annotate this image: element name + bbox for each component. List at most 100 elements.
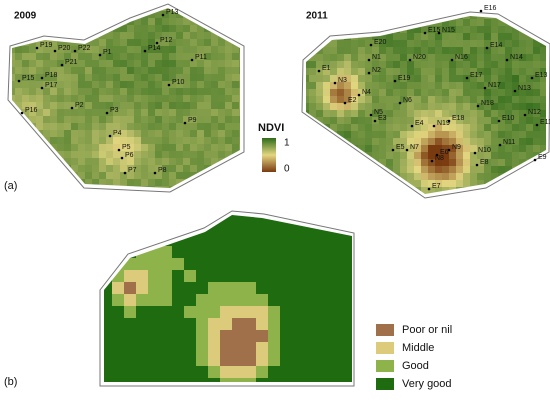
pixel (176, 25, 183, 32)
pixel (22, 81, 29, 88)
pixel (64, 11, 71, 18)
pixel (470, 68, 477, 75)
pixel (491, 187, 498, 194)
legend-ramp (262, 138, 276, 172)
point-label: N17 (488, 82, 501, 89)
pixel (120, 67, 127, 74)
pixel (99, 46, 106, 53)
pixel (512, 47, 519, 54)
pixel (15, 102, 22, 109)
pixel (15, 158, 22, 165)
pixel (393, 124, 400, 131)
pixel (155, 109, 162, 116)
pixel (421, 68, 428, 75)
pixel (428, 26, 435, 33)
pixel (78, 32, 85, 39)
pixel (337, 19, 344, 26)
pixel (43, 46, 50, 53)
pixel (225, 151, 232, 158)
pixel (435, 33, 442, 40)
pixel (505, 82, 512, 89)
pixel (232, 32, 239, 39)
pixel (379, 82, 386, 89)
pixel (57, 11, 64, 18)
pixel (407, 103, 414, 110)
pixel (393, 152, 400, 159)
pixel (512, 194, 519, 201)
pixel (316, 246, 328, 258)
pixel (491, 166, 498, 173)
pixel (351, 68, 358, 75)
pixel (330, 124, 337, 131)
pixel (208, 234, 220, 246)
point-label: E2 (348, 97, 357, 104)
pixel (400, 138, 407, 145)
pixel (540, 138, 546, 145)
pixel (12, 102, 15, 109)
pixel (330, 110, 337, 117)
pixel (306, 166, 309, 173)
pixel (358, 19, 365, 26)
pixel (428, 110, 435, 117)
pixel (491, 47, 498, 54)
point-label: P18 (45, 72, 58, 79)
pixel (239, 11, 240, 18)
pixel (421, 131, 428, 138)
pixel (330, 180, 337, 187)
pixel (106, 123, 113, 130)
pixel (306, 82, 309, 89)
pixel (449, 131, 456, 138)
pixel (306, 180, 309, 187)
pixel (365, 187, 372, 194)
sample-point (435, 153, 439, 157)
pixel (120, 60, 127, 67)
pixel (414, 47, 421, 54)
pixel (456, 131, 463, 138)
pixel (351, 152, 358, 159)
pixel (57, 172, 64, 179)
pixel (484, 159, 491, 166)
pixel (414, 89, 421, 96)
pixel (12, 25, 15, 32)
pixel (316, 131, 323, 138)
pixel (183, 88, 190, 95)
pixel (127, 95, 134, 102)
pixel (442, 110, 449, 117)
pixel (414, 16, 421, 19)
pixel (64, 39, 71, 46)
pixel (220, 282, 232, 294)
pixel (197, 8, 204, 11)
pixel (220, 258, 232, 270)
pixel (196, 294, 208, 306)
pixel (127, 130, 134, 137)
pixel (400, 159, 407, 166)
pixel (127, 151, 134, 158)
pixel (337, 145, 344, 152)
point-label: P9 (188, 117, 197, 124)
pixel (386, 173, 393, 180)
pixel (505, 26, 512, 33)
pixel (428, 131, 435, 138)
pixel (155, 32, 162, 39)
pixel (456, 96, 463, 103)
pixel (141, 81, 148, 88)
pixel (196, 215, 208, 222)
pixel (218, 8, 225, 11)
pixel (12, 60, 15, 67)
pixel (244, 366, 256, 378)
pixel (176, 172, 183, 179)
pixel (463, 54, 470, 61)
pixel (407, 68, 414, 75)
pixel (106, 60, 113, 67)
pixel (220, 366, 232, 378)
pixel (239, 144, 240, 151)
pixel (519, 75, 526, 82)
pixel (239, 109, 240, 116)
pixel (470, 173, 477, 180)
pixel (316, 82, 323, 89)
pixel (127, 109, 134, 116)
pixel (512, 40, 519, 47)
pixel (141, 8, 148, 11)
pixel (244, 294, 256, 306)
pixel (99, 67, 106, 74)
